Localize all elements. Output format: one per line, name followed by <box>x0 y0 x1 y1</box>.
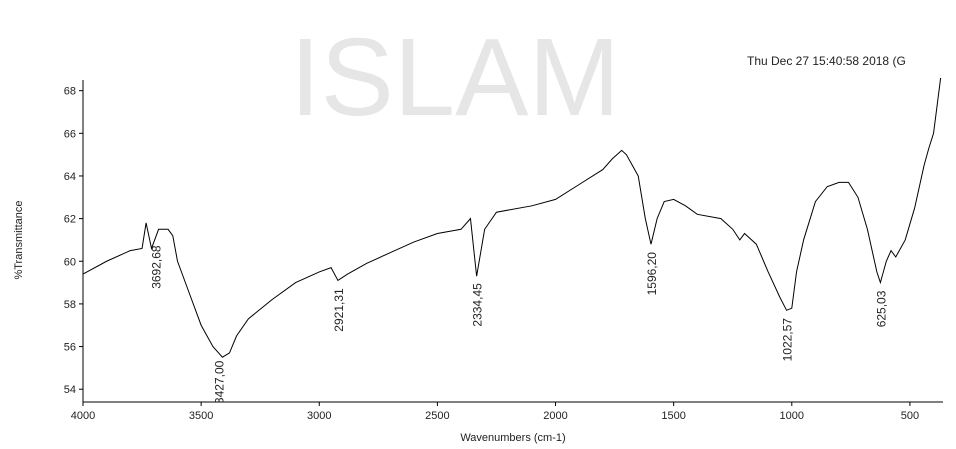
y-tick-label: 56 <box>64 342 76 354</box>
peak-label: 2334,45 <box>471 283 485 327</box>
y-tick-label: 66 <box>64 128 76 140</box>
x-tick-label: 1500 <box>661 410 685 422</box>
x-tick-label: 1000 <box>780 410 804 422</box>
chart-title: Thu Dec 27 15:40:58 2018 (G <box>747 54 906 68</box>
y-tick-label: 64 <box>64 171 76 183</box>
plot-area: 3692,68 3427,00 2921,31 2334,45 1596,20 1022,… <box>83 78 942 404</box>
y-tick-label: 54 <box>64 384 76 396</box>
y-axis-label: %Transmittance <box>13 200 25 279</box>
peak-label: 3427,00 <box>212 360 226 404</box>
y-tick-label: 58 <box>64 299 76 311</box>
peak-label: 625,03 <box>874 290 888 327</box>
peak-label: 3692,68 <box>150 245 164 289</box>
y-tick-label: 60 <box>64 256 76 268</box>
x-tick-label: 3000 <box>307 410 331 422</box>
peak-label: 1596,20 <box>645 252 659 296</box>
peak-label: 1022,57 <box>781 318 795 362</box>
x-axis-label: Wavenumbers (cm-1) <box>460 432 565 444</box>
y-tick-label: 68 <box>64 86 76 98</box>
x-tick-label: 2000 <box>543 410 567 422</box>
x-tick-label: 4000 <box>71 410 95 422</box>
y-tick-label: 62 <box>64 214 76 226</box>
peak-label: 2921,31 <box>332 288 346 332</box>
spectrum-line <box>83 78 942 358</box>
x-tick-label: 2500 <box>425 410 449 422</box>
x-tick-label: 500 <box>901 410 919 422</box>
watermark: ISLAM <box>290 16 620 139</box>
x-tick-label: 3500 <box>189 410 213 422</box>
